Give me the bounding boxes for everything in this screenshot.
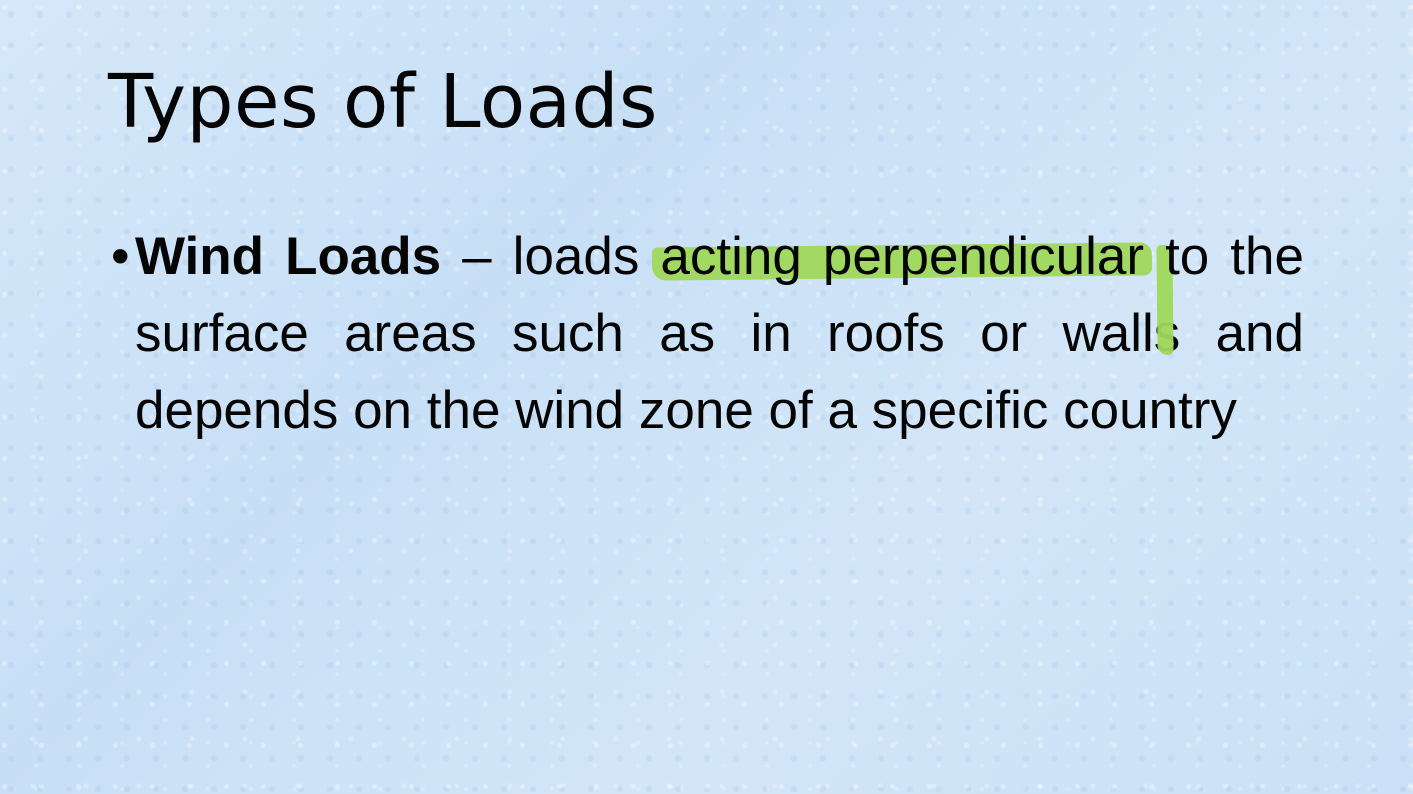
bullet-list: • Wind Loads – loads acting perpendicular… [108, 218, 1304, 449]
highlighted-text-2: to the surface areas [135, 227, 1304, 363]
bullet-item-wind-loads: • Wind Loads – loads acting perpendicular… [108, 218, 1304, 449]
bullet-term: Wind Loads [135, 227, 442, 286]
bullet-dash-text: – loads [441, 227, 661, 286]
highlighted-text-1: acting perpendicular [660, 227, 1145, 286]
slide-title: Types of Loads [108, 59, 658, 145]
bullet-marker: • [111, 227, 130, 286]
